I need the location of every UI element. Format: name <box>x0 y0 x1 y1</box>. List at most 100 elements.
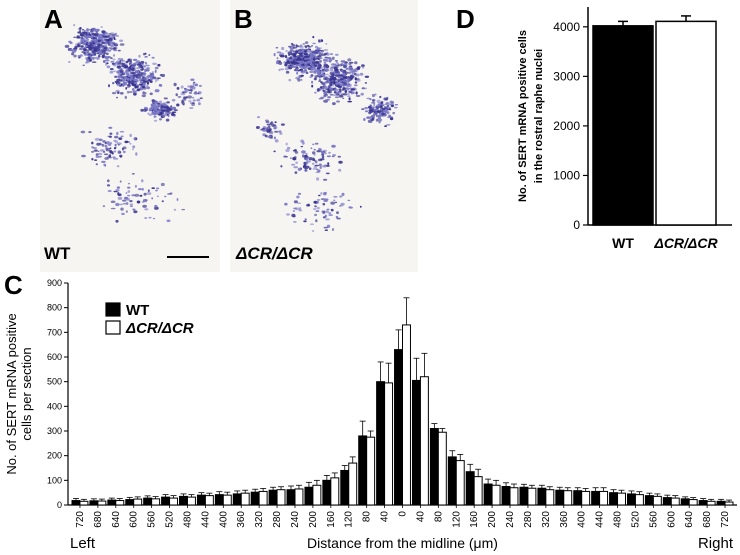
cell-stain <box>306 62 312 64</box>
x-axis-label: Distance from the midline (μm) <box>307 535 498 551</box>
cell-stain <box>158 100 163 104</box>
cell-stain <box>381 112 385 116</box>
bar <box>97 500 107 506</box>
cell-stain <box>375 108 379 111</box>
cell-stain <box>266 123 271 126</box>
cell-stain <box>369 98 372 101</box>
cell-stain <box>115 202 120 207</box>
cell-stain <box>127 58 131 61</box>
cell-stain <box>154 66 159 70</box>
bar <box>384 382 394 506</box>
cell-stain <box>300 70 306 74</box>
cell-stain <box>92 49 97 52</box>
cell-stain <box>188 91 193 94</box>
cell-stain <box>291 213 296 217</box>
cell-stain <box>310 147 313 149</box>
cell-stain <box>341 192 345 196</box>
cell-stain <box>189 107 194 109</box>
bar <box>670 497 680 506</box>
cell-stain <box>329 93 334 96</box>
x-tick-label: 440 <box>200 511 211 528</box>
cell-stain <box>299 45 304 49</box>
cell-stain <box>187 95 192 99</box>
cell-stain <box>303 220 307 223</box>
cell-stain <box>152 76 157 79</box>
cell-stain <box>285 50 288 52</box>
cell-stain <box>378 118 383 122</box>
cell-stain <box>80 130 86 134</box>
cell-stain <box>373 111 376 114</box>
cell-stain <box>159 74 163 77</box>
cell-stain <box>95 56 99 60</box>
cell-stain <box>84 45 88 48</box>
x-tick-label: 560 <box>648 511 659 528</box>
legend-swatch <box>105 302 121 317</box>
cell-stain <box>135 152 138 156</box>
cell-stain <box>292 53 297 57</box>
cell-stain <box>320 47 322 49</box>
cell-stain <box>151 197 154 200</box>
cell-stain <box>304 168 307 172</box>
x-tick-label: 480 <box>613 511 624 528</box>
cell-stain <box>329 75 335 79</box>
cell-stain <box>110 141 113 145</box>
cell-stain <box>356 78 361 82</box>
bar <box>573 490 583 506</box>
cell-stain <box>340 78 344 80</box>
bar <box>250 491 260 506</box>
cell-stain <box>78 27 82 30</box>
bar <box>240 492 250 506</box>
bar <box>662 497 672 506</box>
cell-stain <box>108 156 112 158</box>
cell-stain <box>309 76 312 78</box>
cell-stain <box>166 219 171 223</box>
cell-stain <box>149 107 154 111</box>
cell-stain <box>181 100 184 104</box>
bar <box>437 431 447 506</box>
cell-stain <box>347 90 353 93</box>
cell-stain <box>331 56 335 60</box>
cell-stain <box>121 58 123 62</box>
cell-stain <box>100 26 103 28</box>
cell-stain <box>89 52 92 56</box>
cell-stain <box>380 101 383 105</box>
cell-stain <box>314 213 318 217</box>
cell-stain <box>387 116 390 118</box>
cell-stain <box>299 65 304 68</box>
cell-stain <box>79 54 83 57</box>
cell-stain <box>85 60 90 64</box>
cell-stain <box>267 129 272 131</box>
cell-stain <box>380 105 383 109</box>
cell-stain <box>339 195 343 198</box>
cell-stain <box>305 153 308 155</box>
cell-stain <box>323 53 326 57</box>
cell-stain <box>142 80 146 83</box>
cell-stain <box>106 35 111 38</box>
cell-stain <box>113 54 115 57</box>
cell-stain <box>311 162 315 165</box>
bar <box>186 496 196 506</box>
bar <box>724 501 734 506</box>
cell-stain <box>109 135 112 138</box>
cell-stain <box>118 137 123 141</box>
cell-stain <box>140 60 145 64</box>
cell-stain <box>267 135 269 139</box>
cell-stain <box>384 108 388 113</box>
cell-stain <box>318 80 322 82</box>
cell-stain <box>292 58 297 60</box>
cell-stain <box>91 32 95 36</box>
cell-stain <box>154 115 157 118</box>
cell-stain <box>127 72 130 75</box>
cell-stain <box>290 42 294 45</box>
cell-stain <box>165 118 170 122</box>
cell-stain <box>269 122 273 126</box>
cell-stain <box>354 72 357 76</box>
cell-stain <box>375 106 380 108</box>
bar <box>268 489 278 506</box>
cell-stain <box>118 63 122 66</box>
cell-stain <box>320 40 324 43</box>
cell-stain <box>192 82 195 86</box>
cell-stain <box>320 192 323 195</box>
cell-stain <box>126 90 130 94</box>
x-tick-label: 640 <box>111 511 122 528</box>
